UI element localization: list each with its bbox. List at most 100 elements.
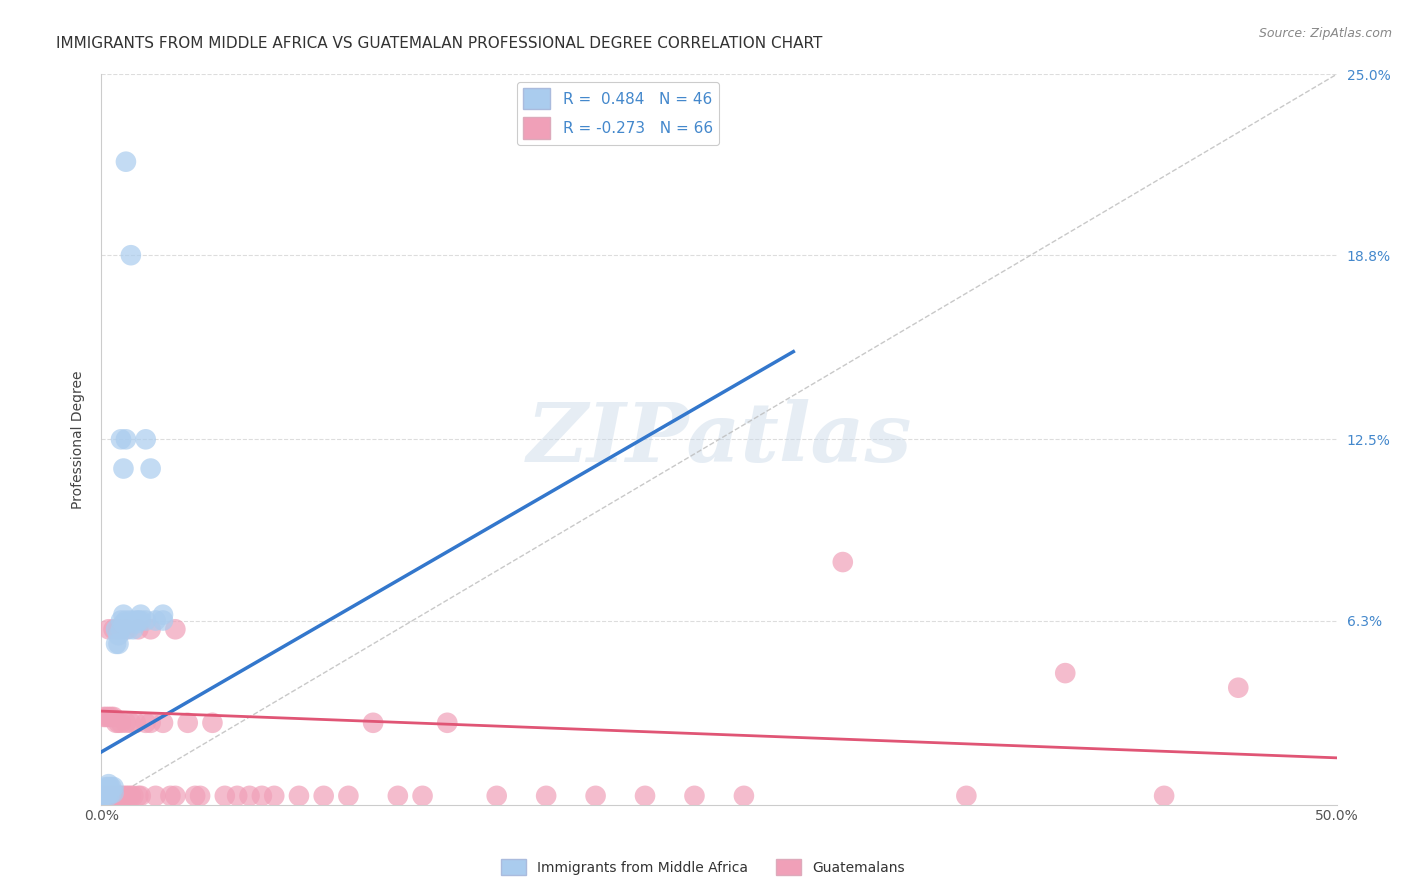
Point [683,789,706,803]
Point [831,555,853,569]
Point [100,786,122,800]
Point [412,789,434,803]
Point [1227,681,1250,695]
Point [115,622,138,636]
Point [107,628,129,642]
Point [145,614,167,628]
Point [361,715,384,730]
Point [112,789,135,803]
Point [94,786,117,800]
Point [103,780,125,794]
Point [107,789,129,803]
Point [127,789,149,803]
Point [129,614,152,628]
Point [110,614,132,628]
Text: IMMIGRANTS FROM MIDDLE AFRICA VS GUATEMALAN PROFESSIONAL DEGREE CORRELATION CHAR: IMMIGRANTS FROM MIDDLE AFRICA VS GUATEMA… [56,36,823,51]
Point [112,461,135,475]
Point [100,710,122,724]
Point [115,154,138,169]
Point [165,789,187,803]
Point [288,789,311,803]
Point [129,789,152,803]
Point [112,607,135,622]
Point [96,789,118,803]
Point [201,715,224,730]
Point [152,614,174,628]
Point [139,715,162,730]
Point [97,622,120,636]
Point [107,622,129,636]
Point [115,789,138,803]
Point [94,783,117,797]
Point [184,789,207,803]
Point [120,789,142,803]
Point [100,780,122,794]
Point [129,607,152,622]
Point [96,710,118,724]
Point [96,789,118,803]
Point [93,789,115,803]
Point [226,789,249,803]
Point [125,715,148,730]
Point [103,789,125,803]
Point [117,622,139,636]
Point [145,789,167,803]
Point [91,786,114,800]
Point [125,614,148,628]
Point [733,789,755,803]
Point [177,715,200,730]
Point [436,715,458,730]
Point [115,433,138,447]
Point [115,614,138,628]
Point [110,789,132,803]
Point [110,622,132,636]
Point [139,622,162,636]
Point [387,789,409,803]
Point [103,710,125,724]
Point [634,789,657,803]
Point [105,789,128,803]
Point [97,789,120,803]
Point [93,710,115,724]
Point [107,637,129,651]
Point [127,622,149,636]
Point [96,780,118,794]
Point [238,789,260,803]
Point [105,622,128,636]
Point [105,637,128,651]
Point [165,622,187,636]
Point [97,710,120,724]
Point [122,789,145,803]
Point [115,715,138,730]
Point [955,789,977,803]
Point [97,783,120,797]
Point [188,789,211,803]
Point [103,622,125,636]
Point [135,715,157,730]
Point [110,433,132,447]
Point [312,789,335,803]
Point [250,789,273,803]
Point [214,789,236,803]
Point [135,614,157,628]
Point [152,607,174,622]
Point [103,786,125,800]
Point [152,715,174,730]
Point [139,461,162,475]
Point [1153,789,1175,803]
Point [117,789,139,803]
Point [93,783,115,797]
Y-axis label: Professional Degree: Professional Degree [72,370,86,508]
Text: ZIPatlas: ZIPatlas [526,400,912,479]
Point [159,789,181,803]
Point [485,789,508,803]
Point [1054,666,1077,681]
Point [585,789,607,803]
Point [110,715,132,730]
Point [120,614,142,628]
Point [337,789,360,803]
Point [122,622,145,636]
Point [112,616,135,631]
Point [97,789,120,803]
Point [97,780,120,794]
